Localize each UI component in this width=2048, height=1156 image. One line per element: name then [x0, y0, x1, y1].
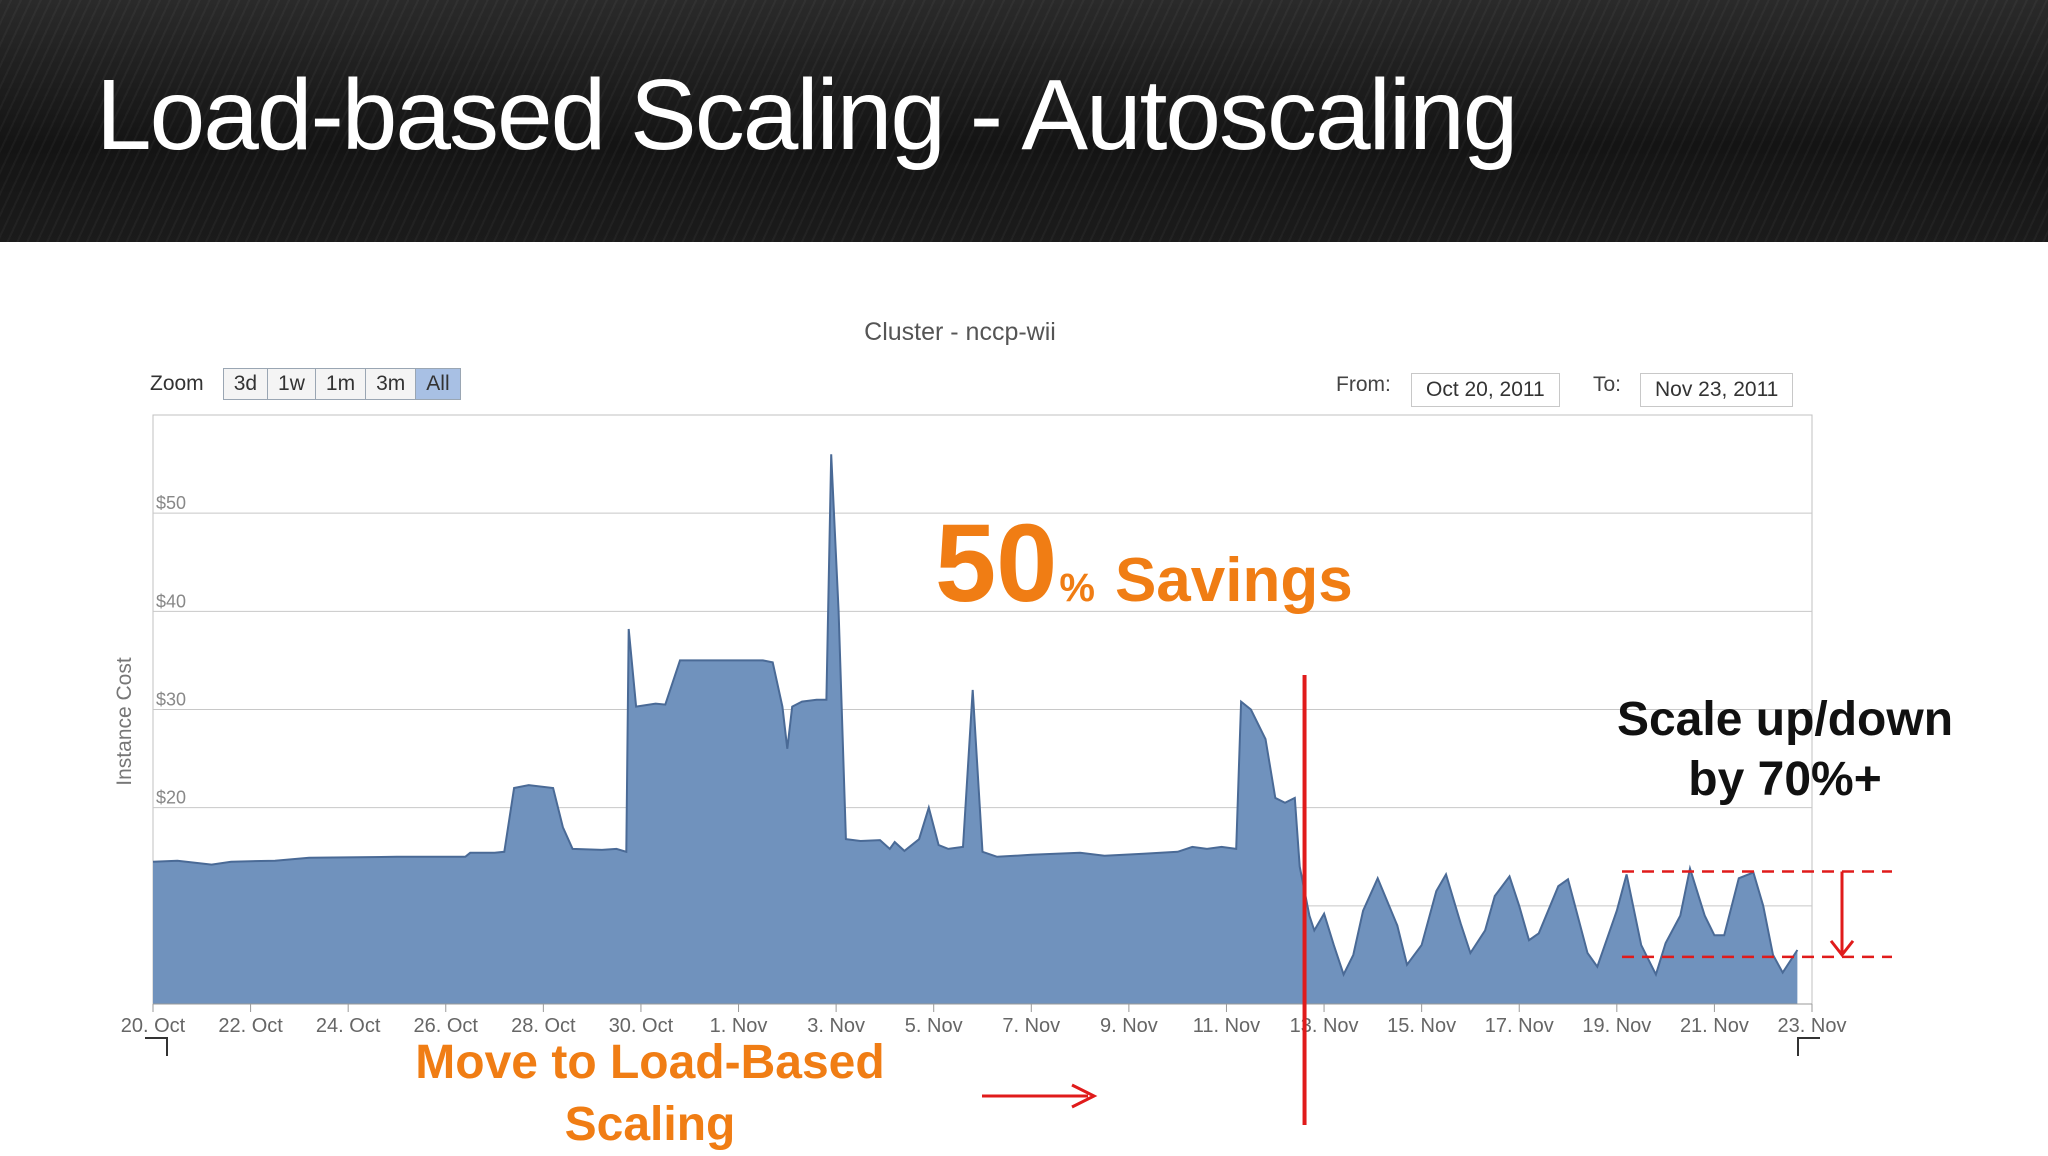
x-tick-label: 5. Nov	[905, 1015, 963, 1037]
x-tick-label: 20. Oct	[121, 1015, 186, 1037]
zoom-3m-button[interactable]: 3m	[365, 368, 417, 400]
zoom-bar: Zoom 3d 1w 1m 3m All	[150, 368, 461, 400]
zoom-1m-button[interactable]: 1m	[314, 368, 367, 400]
zoom-3d-button[interactable]: 3d	[222, 368, 269, 400]
slide-title: Load-based Scaling - Autoscaling	[96, 59, 1518, 171]
zoom-1w-button[interactable]: 1w	[267, 368, 316, 400]
x-tick-label: 26. Oct	[414, 1015, 479, 1037]
navigator-left-handle	[145, 1037, 168, 1056]
x-tick-label: 30. Oct	[609, 1015, 674, 1037]
savings-annotation: 50% Savings	[935, 500, 1353, 627]
series-area	[153, 454, 1798, 1004]
scale-note: Scale up/down by 70%+	[1616, 693, 1954, 806]
x-tick-label: 21. Nov	[1680, 1015, 1749, 1037]
x-tick-label: 28. Oct	[511, 1015, 576, 1037]
x-tick-label: 3. Nov	[807, 1015, 865, 1037]
x-tick-label: 13. Nov	[1290, 1015, 1359, 1037]
y-tick-label: $20	[156, 788, 186, 808]
series-line	[152, 454, 1799, 978]
savings-word: Savings	[1114, 546, 1353, 615]
x-tick-label: 9. Nov	[1100, 1015, 1158, 1037]
zoom-label: Zoom	[150, 372, 204, 395]
slide-header: Load-based Scaling - Autoscaling	[0, 0, 2048, 242]
x-tick-label: 23. Nov	[1778, 1015, 1847, 1037]
from-label: From:	[1336, 373, 1391, 396]
move-note: Move to Load-Based Scaling	[415, 1036, 885, 1151]
x-tick-label: 22. Oct	[218, 1015, 283, 1037]
x-tick-label: 7. Nov	[1002, 1015, 1060, 1037]
from-date-input[interactable]: Oct 20, 2011	[1411, 373, 1560, 407]
savings-percent: %	[1059, 566, 1095, 610]
zoom-all-button[interactable]: All	[415, 368, 461, 400]
x-tick-label: 15. Nov	[1387, 1015, 1456, 1037]
y-tick-label: $40	[156, 591, 186, 611]
y-axis-title: Instance Cost	[113, 657, 136, 786]
x-tick-label: 11. Nov	[1193, 1015, 1260, 1037]
y-tick-label: $50	[156, 493, 186, 513]
to-date-input[interactable]: Nov 23, 2011	[1640, 373, 1794, 407]
x-tick-label: 24. Oct	[316, 1015, 381, 1037]
chart-title: Cluster - nccp-wii	[864, 318, 1056, 346]
range-arrow-head	[1829, 939, 1855, 958]
y-tick-label: $30	[156, 690, 186, 710]
x-tick-label: 1. Nov	[710, 1015, 768, 1037]
x-tick-label: 17. Nov	[1485, 1015, 1554, 1037]
move-arrow-head	[1071, 1083, 1098, 1109]
savings-number: 50	[935, 502, 1058, 625]
x-tick-label: 19. Nov	[1582, 1015, 1651, 1037]
navigator-right-handle	[1797, 1037, 1820, 1056]
to-label: To:	[1593, 373, 1622, 396]
